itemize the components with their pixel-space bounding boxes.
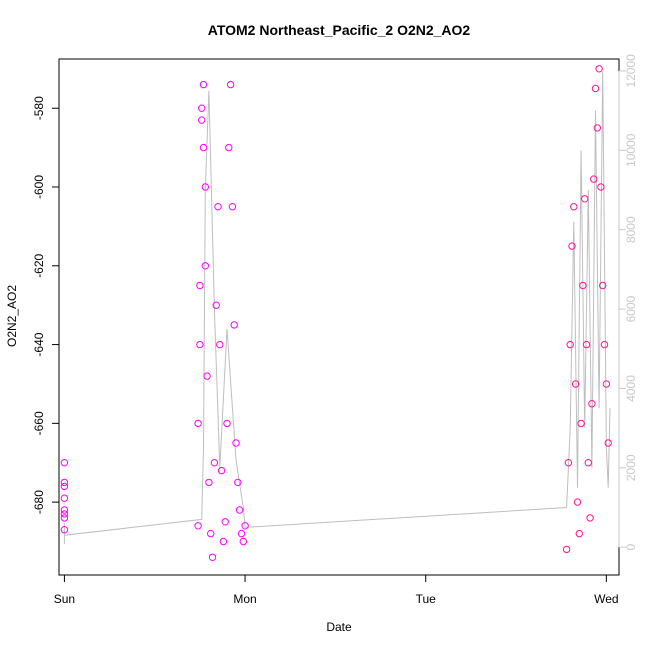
data-point <box>201 262 210 270</box>
y-axis-label: O2N2_AO2 <box>5 285 19 347</box>
right-tick-label: 12000 <box>624 54 638 88</box>
right-tick-label: 6000 <box>624 295 638 322</box>
right-tick-label: 4000 <box>624 375 638 402</box>
data-point <box>570 203 578 211</box>
data-point <box>593 124 601 132</box>
right-tick-label: 8000 <box>624 216 638 243</box>
data-point <box>564 459 573 467</box>
data-point <box>234 478 242 487</box>
data-point <box>241 522 249 530</box>
data-point <box>604 439 612 447</box>
data-point <box>581 195 589 203</box>
left-tick-label: -640 <box>32 332 46 356</box>
data-point <box>562 545 571 554</box>
left-tick-label: -620 <box>32 253 46 277</box>
data-point <box>199 143 208 152</box>
data-point <box>230 321 238 329</box>
left-tick-label: -660 <box>32 411 46 435</box>
data-point <box>212 301 220 309</box>
data-point <box>60 514 69 522</box>
data-point <box>223 419 231 428</box>
data-point <box>208 553 217 561</box>
right-tick-label: 2000 <box>624 454 638 481</box>
x-tick-label: Tue <box>416 592 437 606</box>
data-point <box>196 340 204 349</box>
data-point <box>194 522 202 530</box>
data-point <box>600 340 609 349</box>
data-point <box>60 510 69 518</box>
data-point <box>239 537 248 546</box>
plot-frame <box>58 58 620 576</box>
right-y-axis: 0 2000 4000 6000 8000 10000 12000 <box>618 54 638 551</box>
x-tick-label: Mon <box>233 592 256 606</box>
altitude-line <box>63 70 611 544</box>
data-point <box>210 459 219 467</box>
data-point <box>196 281 204 290</box>
data-point <box>60 478 69 487</box>
data-point <box>226 80 235 89</box>
data-point <box>60 459 69 467</box>
data-point <box>235 506 244 514</box>
data-point <box>217 466 226 475</box>
x-tick-label: Wed <box>594 592 618 606</box>
data-point <box>582 340 591 349</box>
data-point <box>228 203 237 211</box>
data-point <box>221 518 229 526</box>
x-tick-label: Sun <box>54 592 75 606</box>
data-point <box>588 400 596 408</box>
data-point <box>203 372 211 380</box>
data-point <box>571 380 580 388</box>
altitude-series-line <box>63 70 611 544</box>
data-point <box>194 419 202 428</box>
data-point <box>579 281 587 290</box>
x-axis-label: Date <box>326 620 352 634</box>
data-point <box>595 65 603 73</box>
data-point <box>577 419 585 428</box>
data-point <box>225 143 233 152</box>
data-point <box>599 281 607 290</box>
x-axis: Sun Mon Tue Wed <box>54 574 619 606</box>
data-point <box>207 529 215 538</box>
o2n2-points <box>60 65 612 561</box>
data-point <box>198 116 206 124</box>
data-point <box>219 537 228 546</box>
data-point <box>568 242 576 250</box>
left-tick-label: -600 <box>32 175 46 199</box>
left-y-axis: -580 -600 -620 -640 -660 -680 <box>32 96 60 514</box>
data-point <box>199 80 208 89</box>
data-point <box>198 104 206 112</box>
data-point <box>573 498 582 506</box>
data-point <box>201 183 210 191</box>
right-tick-label: 0 <box>624 544 638 551</box>
data-point <box>60 506 69 514</box>
right-tick-label: 10000 <box>624 133 638 167</box>
data-point <box>566 340 574 349</box>
data-point <box>60 526 69 534</box>
data-point <box>602 380 611 388</box>
data-point <box>586 514 594 522</box>
data-point <box>205 478 213 487</box>
left-tick-label: -580 <box>32 96 46 120</box>
data-point <box>214 203 222 211</box>
data-point <box>232 439 240 447</box>
chart-title: ATOM2 Northeast_Pacific_2 O2N2_AO2 <box>208 22 471 38</box>
data-point <box>237 529 246 538</box>
data-point <box>584 459 592 467</box>
left-tick-label: -680 <box>32 490 46 514</box>
data-point <box>597 183 605 191</box>
data-point <box>216 340 224 349</box>
data-point <box>575 529 583 538</box>
data-point <box>60 494 69 502</box>
data-point <box>591 84 600 93</box>
data-point <box>60 482 69 491</box>
data-point <box>590 175 598 183</box>
